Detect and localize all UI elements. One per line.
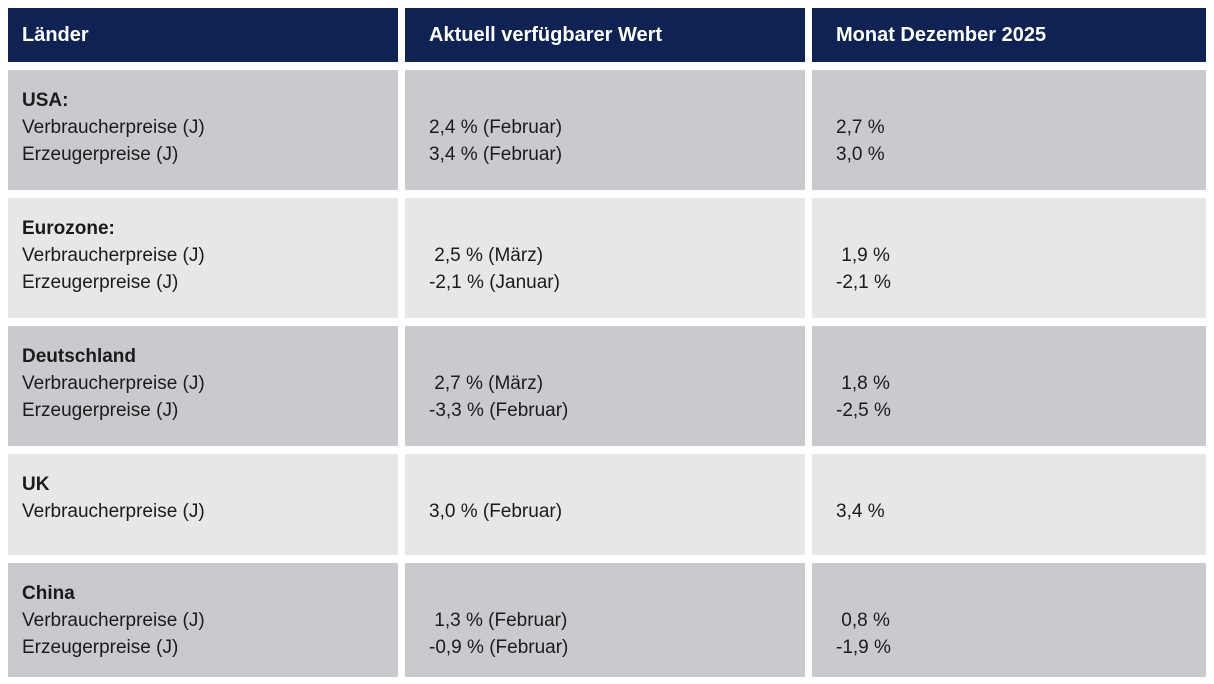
spacer-line bbox=[836, 580, 1206, 607]
country-name: Deutschland bbox=[22, 346, 137, 367]
spacer-line bbox=[429, 87, 805, 114]
december-value: 1,9 % bbox=[836, 245, 890, 266]
current-value: 2,5 % (März) bbox=[429, 245, 544, 266]
current-value: 3,4 % (Februar) bbox=[429, 144, 563, 165]
row-uk-december-cell: 3,4 % bbox=[812, 454, 1206, 555]
spacer-line bbox=[429, 580, 805, 607]
spacer-line bbox=[836, 343, 1206, 370]
header-label-laender: Länder bbox=[22, 23, 89, 46]
row-china-current-cell: 1,3 % (Februar) -0,9 % (Februar) bbox=[405, 563, 805, 677]
december-value: 3,0 % bbox=[836, 144, 885, 165]
row-uk-current-cell: 3,0 % (Februar) bbox=[405, 454, 805, 555]
metric-label: Verbraucherpreise (J) bbox=[22, 610, 205, 631]
row-usa-current-cell: 2,4 % (Februar) 3,4 % (Februar) bbox=[405, 70, 805, 190]
current-value: 2,7 % (März) bbox=[429, 373, 544, 394]
header-cell-current-value: Aktuell verfügbarer Wert bbox=[405, 8, 805, 62]
spacer-line bbox=[836, 215, 1206, 242]
row-eurozone-current-cell: 2,5 % (März) -2,1 % (Januar) bbox=[405, 198, 805, 318]
row-usa-december-cell: 2,7 % 3,0 % bbox=[812, 70, 1206, 190]
december-value: -2,5 % bbox=[836, 400, 891, 421]
december-value: 1,8 % bbox=[836, 373, 890, 394]
row-eurozone-december-cell: 1,9 % -2,1 % bbox=[812, 198, 1206, 318]
row-china-country-cell: China Verbraucherpreise (J) Erzeugerprei… bbox=[8, 563, 398, 677]
december-value: 2,7 % bbox=[836, 117, 885, 138]
metric-label: Verbraucherpreise (J) bbox=[22, 501, 205, 522]
row-deutschland-current-cell: 2,7 % (März) -3,3 % (Februar) bbox=[405, 326, 805, 446]
row-eurozone-country-cell: Eurozone: Verbraucherpreise (J) Erzeuger… bbox=[8, 198, 398, 318]
country-name: UK bbox=[22, 474, 50, 495]
row-china-december-cell: 0,8 % -1,9 % bbox=[812, 563, 1206, 677]
spacer-line bbox=[836, 87, 1206, 114]
metric-label: Erzeugerpreise (J) bbox=[22, 144, 179, 165]
current-value: 1,3 % (Februar) bbox=[429, 610, 568, 631]
metric-label: Verbraucherpreise (J) bbox=[22, 117, 205, 138]
december-value: 3,4 % bbox=[836, 501, 885, 522]
metric-label: Verbraucherpreise (J) bbox=[22, 373, 205, 394]
spacer-line bbox=[429, 343, 805, 370]
row-uk-country-cell: UK Verbraucherpreise (J) bbox=[8, 454, 398, 555]
current-value: 3,0 % (Februar) bbox=[429, 501, 563, 522]
header-cell-december-2025: Monat Dezember 2025 bbox=[812, 8, 1206, 62]
metric-label: Verbraucherpreise (J) bbox=[22, 245, 205, 266]
country-name: Eurozone: bbox=[22, 218, 115, 239]
current-value: -3,3 % (Februar) bbox=[429, 400, 569, 421]
current-value: -2,1 % (Januar) bbox=[429, 272, 560, 293]
metric-label: Erzeugerpreise (J) bbox=[22, 400, 179, 421]
december-value: -2,1 % bbox=[836, 272, 891, 293]
row-deutschland-country-cell: Deutschland Verbraucherpreise (J) Erzeug… bbox=[8, 326, 398, 446]
metric-label: Erzeugerpreise (J) bbox=[22, 272, 179, 293]
spacer-line bbox=[836, 471, 1206, 498]
spacer-line bbox=[429, 471, 805, 498]
header-cell-laender: Länder bbox=[8, 8, 398, 62]
december-value: 0,8 % bbox=[836, 610, 890, 631]
country-name: China bbox=[22, 583, 75, 604]
country-name: USA: bbox=[22, 90, 69, 111]
current-value: -0,9 % (Februar) bbox=[429, 637, 569, 658]
spacer-line bbox=[429, 215, 805, 242]
row-usa-country-cell: USA: Verbraucherpreise (J) Erzeugerpreis… bbox=[8, 70, 398, 190]
header-label-current-value: Aktuell verfügbarer Wert bbox=[429, 23, 663, 46]
row-deutschland-december-cell: 1,8 % -2,5 % bbox=[812, 326, 1206, 446]
december-value: -1,9 % bbox=[836, 637, 891, 658]
current-value: 2,4 % (Februar) bbox=[429, 117, 563, 138]
metric-label: Erzeugerpreise (J) bbox=[22, 637, 179, 658]
header-label-december-2025: Monat Dezember 2025 bbox=[836, 23, 1047, 46]
